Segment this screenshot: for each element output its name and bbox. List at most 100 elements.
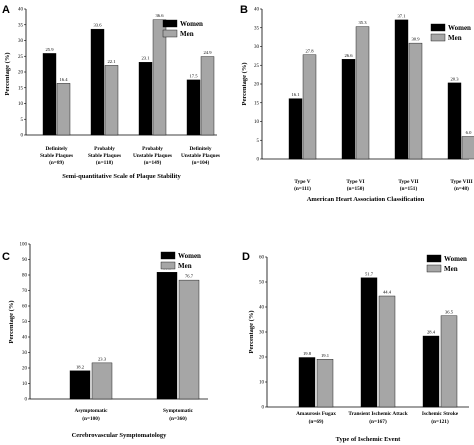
y-tick-label: 10 [254,120,260,125]
legend: Women Men [430,23,471,42]
bar-men [355,26,370,160]
y-tick-label: 0 [262,406,265,411]
y-tick-label: 10 [259,381,265,386]
bar-women [394,19,409,160]
y-tick-label: 30 [22,351,28,356]
bar-women [186,79,201,136]
y-tick-label: 40 [22,336,28,341]
data-label: 22.1 [107,59,116,64]
bar-men [440,315,458,408]
data-label: 33.6 [93,23,102,28]
data-label: 36.6 [155,13,164,18]
legend-swatch-men [426,264,442,273]
data-label: 16.4 [59,77,68,82]
category-label: (n=111) [294,185,311,192]
y-tick-label: 90 [22,258,28,263]
bar-women [156,272,178,400]
bar-men [104,65,119,136]
legend-label-men: Men [178,262,192,270]
legend-swatch-women [426,254,442,263]
category-label: Stable Plaques [40,153,73,159]
category-label: (n=167) [369,418,387,425]
bar-men [200,56,215,136]
data-label: 25.9 [45,47,54,52]
bar-women [288,98,303,160]
y-tick-label: 25 [18,55,24,60]
y-tick-label: 30 [18,39,24,44]
category-label: (n=149) [144,159,162,166]
legend-swatch-men [160,261,176,270]
legend: Women Men [426,254,467,273]
y-tick-label: 50 [22,320,28,325]
y-tick-label: 50 [259,281,265,286]
y-axis-label: Percentage (%) [8,300,15,343]
category-label: (n=118) [96,159,113,166]
bar-women [447,82,462,160]
data-label: 51.7 [365,271,374,276]
x-axis-label: Type of Ischemic Event [336,436,402,443]
y-tick-label: 30 [259,331,265,336]
y-tick-label: 40 [254,8,260,13]
x-axis-label: Cerebrovascular Symptomatology [72,432,168,439]
data-label: 19.1 [321,353,330,358]
bar-women [90,28,105,136]
legend-label-men: Men [444,265,458,273]
bar-women [42,53,57,136]
data-label: 17.5 [189,73,198,78]
category-label: (n=100) [82,415,100,422]
bar-women [360,277,378,408]
category-label: Transient Ischemic Attack [348,411,407,417]
category-label: (n=360) [169,415,187,422]
y-tick-label: 20 [22,367,28,372]
category-label: Unstable Plaques [133,153,172,159]
data-label: 24.9 [203,50,212,55]
legend-swatch-men [162,29,178,38]
data-label: 19.8 [303,351,312,356]
panel-letter: D [242,251,250,263]
category-label: Symptomatic [163,408,194,414]
data-label: 23.3 [98,356,107,361]
data-label: 26.6 [344,53,353,58]
data-label: 16.1 [291,92,300,97]
data-label: 27.8 [305,48,314,53]
y-tick-label: 10 [22,382,28,387]
y-tick-label: 15 [254,101,260,106]
chart-panel-c: C 0 10 20 30 40 50 60 70 80 90 100 Percentage (%) Cer… [2,243,208,439]
category-label: Asymptomatic [75,408,109,414]
category-label: (n=150) [347,185,365,192]
y-tick-label: 100 [20,243,28,248]
data-label: 44.4 [383,290,392,295]
data-label: 30.9 [411,37,420,42]
bar-men [316,359,334,408]
category-label: (n=151) [400,185,418,192]
category-label: (n=89) [49,159,64,166]
y-tick-label: 15 [18,86,24,91]
y-tick-label: 20 [259,356,265,361]
legend-label-women: Women [180,20,203,28]
y-tick-label: 10 [18,102,24,107]
legend-swatch-men [430,33,446,42]
bar-women [69,370,91,400]
y-tick-label: 5 [257,139,260,144]
y-tick-label: 5 [21,118,24,123]
category-label: Definitely [45,146,67,152]
panel-letter: C [2,251,10,263]
y-tick-label: 60 [259,256,265,261]
data-label: 28.4 [427,330,436,335]
category-label: Unstable Plaques [181,153,220,159]
legend: Women Men [162,19,203,38]
legend-label-men: Men [180,30,194,38]
data-label: 35.3 [358,20,367,25]
category-label: Probably [142,146,163,152]
bar-women [341,59,356,160]
bar-men [378,295,396,408]
category-label: Type VII [398,179,418,185]
category-label: Stable Plaques [88,153,121,159]
y-axis-label: Percentage (%) [4,52,11,95]
bar-men [91,362,113,400]
category-label: (n=48) [454,185,469,192]
bar-men [56,83,71,136]
data-label: 36.5 [445,309,454,314]
category-label: Ischemic Stroke [422,411,459,417]
